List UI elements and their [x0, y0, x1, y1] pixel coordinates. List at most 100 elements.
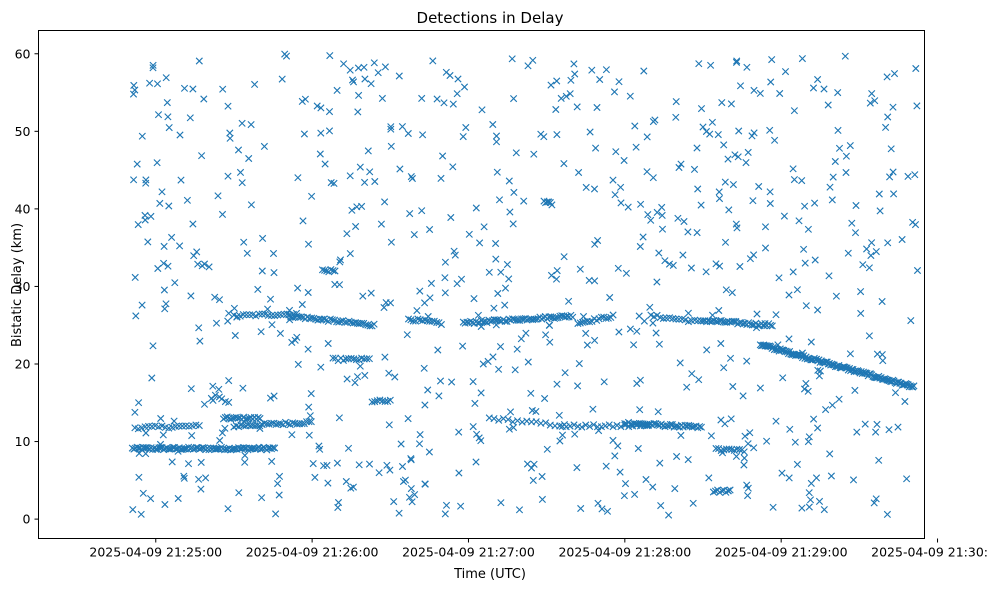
- detection-point: [666, 420, 674, 429]
- detection-point: [727, 415, 735, 423]
- detection-point: [750, 86, 758, 94]
- detection-point: [506, 208, 514, 216]
- detection-point: [890, 190, 898, 198]
- detection-point: [294, 174, 302, 182]
- detection-point: [441, 274, 449, 282]
- detection-point: [626, 325, 634, 333]
- detection-point: [674, 214, 682, 222]
- detection-point: [328, 316, 336, 324]
- detection-point: [577, 504, 585, 513]
- detection-point: [749, 197, 757, 205]
- detection-point: [348, 206, 356, 214]
- detection-point: [750, 251, 758, 259]
- detection-point: [196, 337, 204, 345]
- detection-point: [460, 83, 469, 91]
- detection-point: [211, 391, 219, 399]
- detection-point: [724, 155, 732, 163]
- detection-point: [540, 133, 548, 141]
- detection-point: [492, 239, 500, 248]
- detection-point: [512, 149, 520, 157]
- detection-point: [642, 475, 650, 484]
- detection-point: [712, 260, 720, 268]
- detection-point: [269, 444, 277, 452]
- detection-point: [359, 292, 367, 300]
- detection-point: [282, 52, 291, 60]
- detection-point: [270, 392, 278, 400]
- detection-point: [766, 199, 774, 208]
- detection-point: [898, 235, 906, 244]
- detection-point: [545, 321, 553, 329]
- detection-point: [842, 152, 850, 160]
- detection-point: [340, 60, 348, 68]
- detection-point: [743, 63, 751, 71]
- detection-point: [848, 219, 856, 227]
- detection-point: [746, 429, 754, 437]
- detection-point: [827, 472, 835, 480]
- detection-point: [356, 362, 364, 370]
- detection-point: [697, 423, 705, 431]
- detection-point: [333, 459, 341, 467]
- detection-point: [158, 188, 166, 196]
- detection-point: [501, 317, 509, 325]
- detection-point: [450, 247, 458, 255]
- detection-point: [573, 464, 581, 472]
- detection-point: [609, 436, 617, 444]
- detection-point: [697, 105, 706, 113]
- detection-point: [226, 134, 234, 142]
- detection-point: [278, 75, 286, 83]
- detection-point: [366, 168, 374, 176]
- detection-point: [480, 223, 488, 231]
- detection-point: [647, 216, 655, 224]
- detection-point: [703, 346, 711, 354]
- detection-point: [875, 190, 883, 198]
- detection-point: [756, 89, 764, 97]
- detection-point: [221, 424, 229, 432]
- detection-point: [190, 252, 198, 260]
- detection-point: [553, 131, 561, 139]
- detection-point: [397, 440, 405, 448]
- detection-point: [567, 76, 575, 84]
- detection-point: [246, 311, 254, 319]
- detection-point: [224, 172, 232, 180]
- detection-point: [814, 366, 822, 374]
- detection-point: [418, 207, 426, 215]
- detection-point: [595, 427, 603, 435]
- detection-point: [735, 445, 744, 454]
- detection-point: [470, 295, 478, 303]
- detection-point: [822, 406, 830, 414]
- detection-point: [885, 426, 893, 434]
- detection-point: [695, 376, 703, 384]
- detection-point: [355, 91, 363, 99]
- detection-point: [453, 280, 461, 288]
- detection-point: [652, 329, 660, 337]
- detection-point: [216, 436, 224, 445]
- detection-point: [763, 437, 771, 445]
- detection-point: [270, 269, 278, 277]
- detection-point: [320, 315, 328, 323]
- detection-point: [386, 396, 394, 404]
- detection-point: [824, 101, 832, 109]
- detection-point: [224, 102, 232, 110]
- detection-point: [474, 311, 482, 319]
- detection-point: [779, 374, 787, 382]
- x-tick-label: 2025-04-09 21:26:00: [246, 545, 379, 560]
- detection-point: [165, 202, 173, 210]
- detection-point: [298, 97, 306, 105]
- detection-point: [294, 284, 302, 292]
- detection-point: [575, 360, 583, 368]
- detection-point: [335, 318, 343, 326]
- detection-point: [718, 449, 727, 457]
- detection-point: [224, 505, 232, 513]
- detection-point: [183, 196, 191, 204]
- detection-point: [875, 456, 883, 464]
- detection-point: [421, 480, 429, 488]
- detection-point: [142, 176, 150, 184]
- detection-point: [176, 242, 184, 250]
- detection-point: [715, 195, 724, 203]
- detection-point: [828, 401, 836, 409]
- detection-point: [403, 331, 411, 339]
- detection-point: [753, 310, 761, 318]
- x-axis: 2025-04-09 21:25:00 2025-04-09 21:26:00 20…: [89, 538, 987, 560]
- detection-point: [321, 160, 329, 168]
- detection-point: [814, 75, 822, 84]
